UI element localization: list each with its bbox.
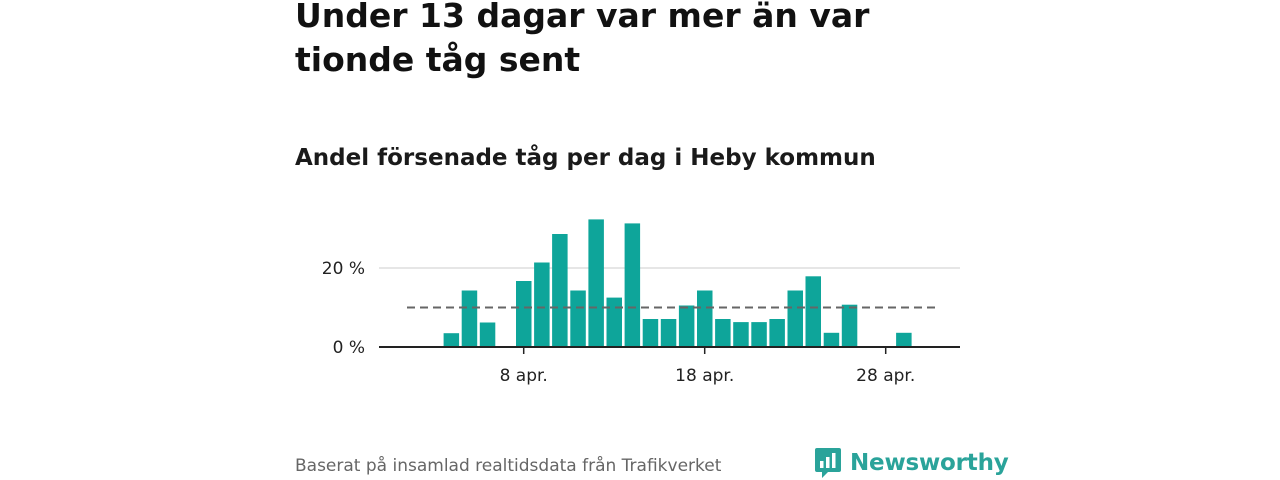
bar (697, 290, 713, 347)
bar (479, 322, 496, 347)
y-tick-label: 20 % (322, 259, 365, 279)
bar (534, 262, 550, 347)
bar (751, 322, 767, 347)
bar (715, 319, 731, 347)
bar-chart: 0 % 20 % 8 apr. 18 apr. 28 apr. (322, 219, 960, 386)
chart-title: Under 13 dagar var mer än var tionde tåg… (295, 0, 870, 79)
x-tick-label: 18 apr. (675, 366, 734, 386)
newsworthy-logo[interactable]: Newsworthy (814, 446, 1009, 480)
chart-subtitle: Andel försenade tåg per dag i Heby kommu… (295, 145, 876, 171)
bar (823, 332, 840, 347)
bar (805, 276, 821, 347)
bar (516, 281, 532, 347)
bar (552, 234, 568, 347)
bar (841, 304, 858, 347)
bar (443, 333, 460, 347)
x-axis (379, 346, 960, 354)
bar (588, 219, 604, 347)
bar-series (443, 219, 912, 347)
source-note: Baserat på insamlad realtidsdata från Tr… (295, 456, 722, 476)
y-axis-tick-labels: 0 % 20 % (322, 259, 365, 358)
newsworthy-logo-icon (815, 448, 841, 478)
y-tick-label: 0 % (333, 338, 365, 358)
bar (733, 322, 749, 347)
chart-card: Under 13 dagar var mer än var tionde tåg… (295, 0, 1009, 480)
bar (678, 305, 695, 347)
bar (461, 290, 478, 347)
bar (570, 290, 586, 347)
bar (787, 290, 803, 347)
bar (624, 223, 641, 347)
x-tick-label: 28 apr. (856, 366, 915, 386)
bar (769, 319, 785, 347)
x-tick-label: 8 apr. (500, 366, 548, 386)
bar (606, 297, 622, 347)
brand-name: Newsworthy (850, 450, 1009, 476)
bar (660, 319, 677, 347)
bar (896, 332, 912, 347)
x-axis-tick-labels: 8 apr. 18 apr. 28 apr. (500, 366, 916, 386)
bar (642, 319, 659, 347)
